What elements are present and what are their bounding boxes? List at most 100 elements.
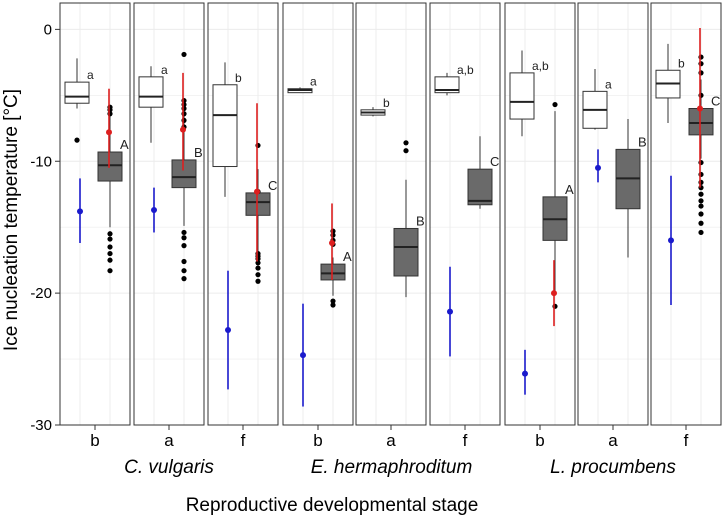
red-mean-point (254, 188, 260, 195)
blue-mean-range (595, 149, 601, 183)
flower-outlier-point (698, 198, 704, 204)
red-mean-range (180, 72, 186, 171)
flower-outlier-point (107, 111, 113, 117)
x-axis-title: Reproductive developmental stage (186, 495, 479, 516)
panel-3: bC (207, 2, 279, 426)
panel-border (577, 2, 649, 426)
flower-box (171, 159, 197, 189)
flower-outlier-point (181, 111, 187, 117)
panel-8: aB (577, 2, 649, 426)
flower-box (467, 168, 493, 206)
flower-outlier-point (698, 211, 704, 217)
flower-outlier-point (181, 51, 187, 58)
panel-border (133, 2, 205, 426)
species-label: L. procumbens (550, 457, 676, 478)
flower-boxplot: B (615, 119, 647, 258)
blue-mean-point (595, 164, 601, 171)
blue-mean-point (225, 327, 231, 334)
bud-significance-letter: a,b (457, 63, 474, 77)
bud-significance-letter: b (678, 56, 685, 70)
flower-significance-letter: A (120, 137, 129, 152)
flower-significance-letter: B (194, 145, 203, 160)
panel-7: a,b A (504, 2, 576, 426)
blue-mean-range (77, 178, 83, 244)
panel-2: aB (133, 2, 205, 426)
red-mean-range (106, 88, 112, 168)
flower-outlier-point (107, 244, 113, 250)
flower-outlier-point (181, 268, 187, 274)
flower-outlier-point (181, 258, 187, 265)
blue-mean-point (300, 352, 306, 359)
flower-outlier-point (330, 232, 336, 238)
bud-significance-letter: a (87, 68, 94, 82)
red-mean-point (697, 105, 703, 112)
flower-boxplot: B (171, 51, 203, 282)
blue-mean-range (225, 270, 231, 390)
flower-outlier-point (181, 276, 187, 282)
x-tick-label-stage: f (684, 431, 689, 450)
bud-box (138, 76, 164, 108)
panel-6: a,b C (429, 2, 501, 426)
blue-mean-point (522, 370, 528, 377)
flower-box (393, 228, 419, 277)
bud-boxplot: b (360, 96, 390, 117)
flower-outlier-point (255, 272, 261, 278)
flower-outlier-point (698, 191, 704, 197)
red-mean-range (254, 103, 260, 262)
flower-outlier-point (552, 101, 558, 108)
blue-mean-range (151, 187, 157, 233)
flower-outlier-point (181, 117, 187, 123)
flower-outlier-point (698, 179, 704, 185)
bud-boxplot: a,b (434, 63, 474, 96)
flower-boxplot: A (97, 104, 129, 274)
bud-outlier-point (74, 137, 80, 143)
red-mean-point (551, 290, 557, 297)
panel-5: bB (355, 2, 427, 426)
blue-mean-point (151, 207, 157, 214)
flower-box (320, 263, 346, 281)
flower-outlier-point (698, 54, 704, 60)
flower-outlier-point (552, 303, 558, 309)
flower-box (245, 192, 271, 216)
flower-outlier-point (181, 243, 187, 249)
x-tick-label-stage: f (241, 431, 246, 450)
flower-outlier-point (698, 171, 704, 178)
bud-significance-letter: a (310, 75, 317, 89)
flower-outlier-point (255, 278, 261, 284)
panel-1: aA (59, 2, 131, 426)
bud-boxplot: b (655, 43, 685, 124)
flower-boxplot: B (393, 140, 425, 298)
bud-boxplot: b (212, 62, 242, 197)
bud-significance-letter: a (605, 77, 612, 91)
flower-significance-letter: C (490, 154, 499, 169)
flower-outlier-point (698, 159, 704, 166)
x-tick-label-stage: a (386, 431, 396, 450)
flower-box (97, 151, 123, 182)
red-mean-range (329, 203, 335, 280)
blue-mean-range (668, 175, 674, 305)
flower-outlier-point (107, 257, 113, 263)
blue-mean-point (668, 237, 674, 244)
bud-significance-letter: a,b (532, 59, 549, 73)
panel-border (59, 2, 131, 426)
flower-significance-letter: C (268, 178, 277, 193)
x-axis: b a f b a f b a f C. vulgaris E. hermaphroditum L. … (90, 425, 689, 478)
flower-outlier-point (698, 229, 704, 236)
flower-outlier-point (330, 302, 336, 308)
panel-border (282, 2, 354, 426)
blue-mean-range (300, 303, 306, 407)
flower-outlier-point (403, 140, 409, 146)
y-axis-title: Ice nucleation temperature [°C] (1, 89, 22, 351)
flower-boxplot: A (542, 101, 574, 309)
y-tick-label: 0 (44, 21, 52, 38)
bud-box (434, 76, 460, 94)
bud-significance-letter: b (235, 71, 242, 85)
x-tick-label-stage: a (608, 431, 618, 450)
y-tick-label: -20 (30, 285, 52, 302)
flower-outlier-point (698, 203, 704, 209)
x-tick-label-stage: f (463, 431, 468, 450)
flower-outlier-point (330, 298, 336, 304)
flower-box (688, 108, 714, 136)
